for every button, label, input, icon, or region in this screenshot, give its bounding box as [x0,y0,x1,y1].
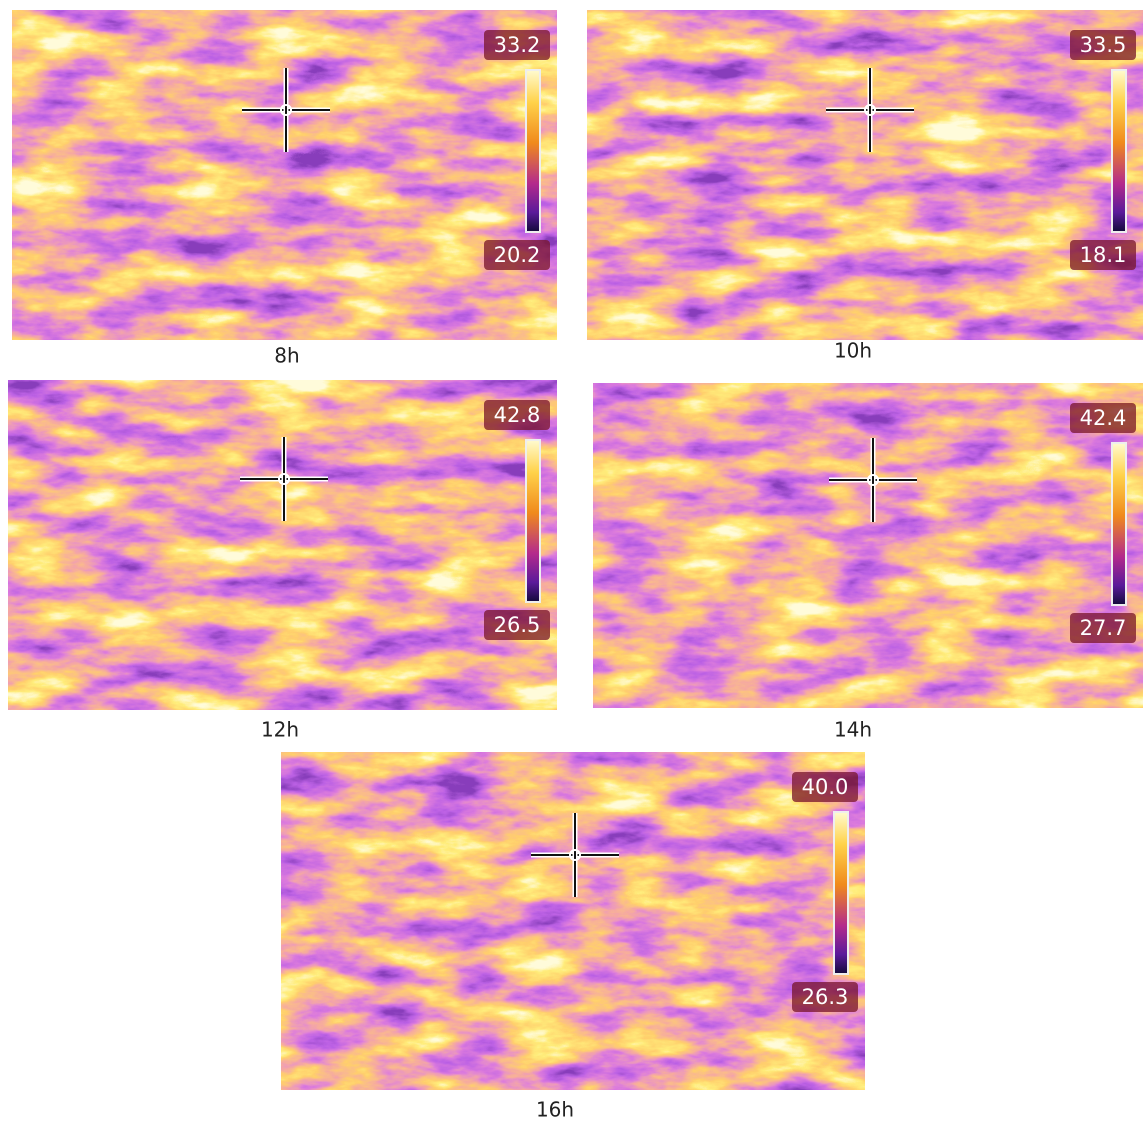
min-box [1070,613,1136,643]
color-bar [1111,69,1127,233]
color-bar [525,439,541,603]
min-value: 20.2 [494,243,541,267]
max-box [484,400,550,430]
thermal-panel: 42.4 27.7 [593,383,1143,708]
max-box [1070,30,1136,60]
color-bar [1111,442,1127,606]
thermal-image [8,380,557,710]
max-value: 33.5 [1080,33,1127,57]
thermal-panel: 42.8 26.5 [8,380,557,710]
thermal-image [12,10,557,340]
panel-caption: 10h [834,339,872,363]
thermal-panel: 33.5 18.1 [587,10,1143,340]
panel-caption: 8h [274,344,299,368]
panel-caption: 14h [834,718,872,742]
min-value: 27.7 [1080,616,1127,640]
max-value: 42.8 [494,403,541,427]
thermal-panel: 40.0 26.3 [281,752,865,1090]
max-box [1070,403,1136,433]
min-box [484,240,550,270]
min-value: 26.3 [802,985,849,1009]
min-value: 18.1 [1080,243,1127,267]
crosshair [240,437,328,521]
panel-caption: 12h [261,718,299,742]
crosshair [242,68,330,152]
max-value: 33.2 [494,33,541,57]
crosshair [531,813,619,897]
thermal-image [587,10,1143,340]
min-box [1070,240,1136,270]
crosshair [829,438,917,522]
crosshair [826,68,914,152]
min-box [484,610,550,640]
thermal-panel: 33.2 20.2 [12,10,557,340]
thermal-image [281,752,865,1090]
max-value: 40.0 [802,775,849,799]
color-bar [833,811,849,975]
max-value: 42.4 [1080,406,1127,430]
min-value: 26.5 [494,613,541,637]
thermal-image [593,383,1143,708]
panel-caption: 16h [536,1098,574,1122]
color-bar [525,69,541,233]
max-box [792,772,858,802]
max-box [484,30,550,60]
min-box [792,982,858,1012]
